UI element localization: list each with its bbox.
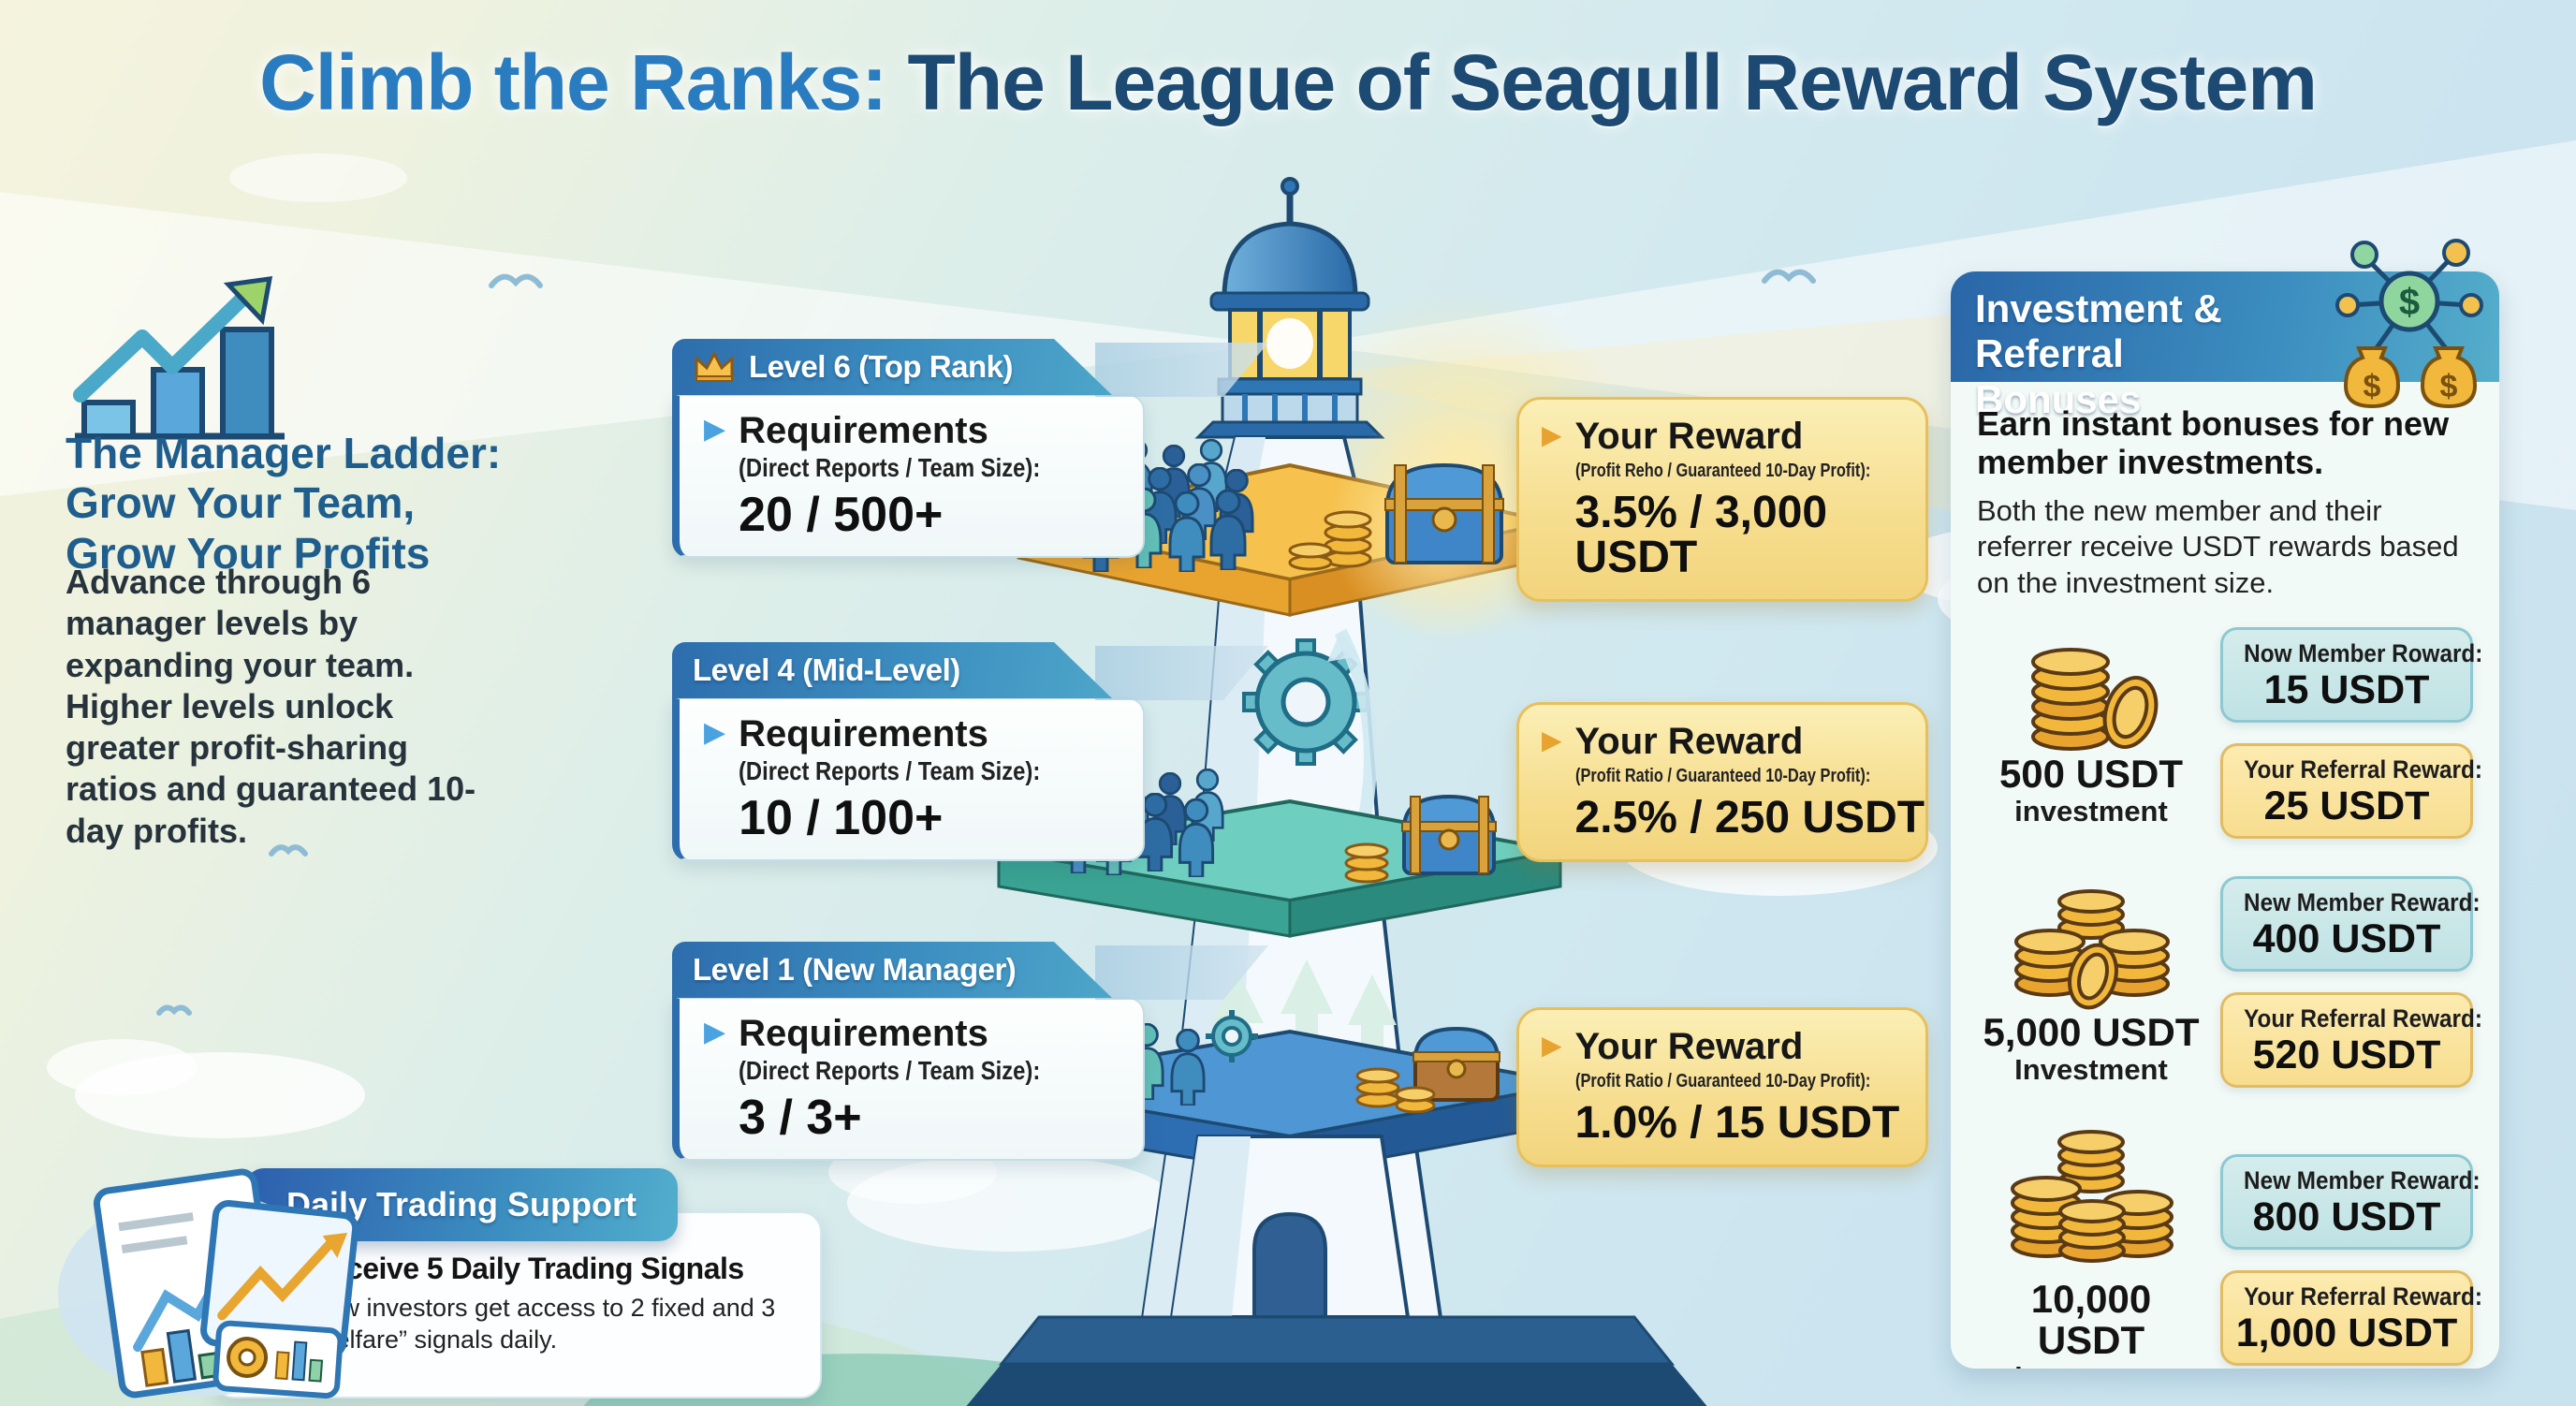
doc-chart-icon (58, 1168, 359, 1399)
requirements-value: 20 / 500+ (739, 488, 944, 543)
requirement-arrow-icon: ▶ (704, 717, 726, 748)
bonus-tier-10000: 10,000 USDT investment New Member Reward… (1977, 1127, 2482, 1369)
svg-text:$: $ (2364, 369, 2381, 404)
svg-text:$: $ (2399, 282, 2420, 323)
svg-text:$: $ (2440, 369, 2458, 404)
manager-ladder-body: Advance through 6 manager levels by expa… (66, 563, 476, 850)
chip-value: 400 USDT (2252, 916, 2441, 962)
level4-requirements: ▶ Requirements (Direct Reports / Team Si… (672, 697, 1145, 862)
requirements-label: Requirements (739, 713, 988, 754)
bonus-panel-title: Investment & Referral Bonuses (1975, 286, 2222, 421)
chip-label: Your Referral Reward: (2244, 1004, 2482, 1033)
chip-value: 1,000 USDT (2235, 1311, 2458, 1356)
bonus-intro-text: Both the new member and their referrer r… (1977, 493, 2459, 599)
reward-sub: (Profit Ratio / Guaranteed 10-Day Profit… (1574, 1071, 1870, 1091)
coin-stack-icon (1355, 1067, 1436, 1114)
coin-stack-icon (2011, 1130, 2174, 1264)
requirements-value: 3 / 3+ (739, 1091, 862, 1146)
title-highlight: Climb the Ranks: (259, 38, 887, 126)
reward-box-level1: ▶ Your Reward (Profit Ratio / Guaranteed… (1516, 1007, 1928, 1167)
tier-amount: 5,000 USDT (1983, 1009, 2200, 1054)
requirement-arrow-icon: ▶ (704, 1017, 726, 1047)
reward-value: 2.5% / 250 USDT (1574, 793, 1925, 842)
requirements-value: 10 / 100+ (739, 791, 944, 846)
chip-label: New Member Reward: (2244, 888, 2481, 917)
level4-title: Level 4 (Mid-Level) (693, 652, 960, 687)
level1-header: Level 1 (New Manager) (672, 942, 1112, 998)
gear-icon-small (1206, 1010, 1258, 1062)
bonus-tier-500: 500 USDT investment Now Member Roward: 1… (1977, 627, 2482, 840)
treasure-chest-icon (1384, 462, 1504, 564)
level6-title: Level 6 (Top Rank) (749, 349, 1013, 384)
tier-amount-sub: investment (1977, 1363, 2205, 1369)
coin-stack-icon (2014, 888, 2170, 1010)
requirements-sub: (Direct Reports / Team Size): (739, 756, 1041, 785)
treasure-chest-icon (1412, 1026, 1500, 1102)
new-member-reward-chip: Now Member Roward: 15 USDT (2220, 627, 2482, 724)
growth-chart-icon (73, 276, 285, 440)
tier-amount-sub: investment (2014, 794, 2168, 827)
bonus-panel-body: Earn instant bonuses for new member inve… (1951, 382, 2499, 1369)
new-member-reward-chip: New Member Reward: 400 USDT (2220, 876, 2481, 973)
requirements-label: Requirements (739, 410, 988, 451)
level4-header: Level 4 (Mid-Level) (672, 642, 1112, 698)
level-box-4: Level 4 (Mid-Level) ▶ Requirements (Dire… (672, 642, 1145, 862)
reward-box-level4: ▶ Your Reward (Profit Ratio / Guaranteed… (1516, 702, 1928, 862)
reward-title: Your Reward (1574, 1026, 1804, 1067)
tier-amount-sub: Investment (2014, 1052, 2168, 1086)
reward-sub: (Profit Reho / Guaranteed 10-Day Profit)… (1574, 461, 1870, 481)
tier-amount: 500 USDT (1998, 751, 2184, 796)
manager-ladder-heading: The Manager Ladder: Grow Your Team, Grow… (66, 429, 502, 578)
reward-sub: (Profit Ratio / Guaranteed 10-Day Profit… (1574, 766, 1870, 786)
crown-icon (693, 350, 736, 384)
chip-value: 520 USDT (2252, 1033, 2441, 1078)
requirements-sub: (Direct Reports / Team Size): (739, 453, 1041, 482)
chip-value: 15 USDT (2263, 667, 2430, 713)
light-beam-left (0, 192, 1273, 496)
daily-support-headline: Receive 5 Daily Trading Signals (309, 1252, 744, 1285)
requirements-label: Requirements (739, 1013, 988, 1054)
reward-arrow-icon: ▶ (1542, 725, 1562, 754)
coin-stack-icon (1344, 842, 1389, 884)
page-title: Climb the Ranks: The League of Seagull R… (0, 37, 2576, 128)
level-box-1: Level 1 (New Manager) ▶ Requirements (Di… (672, 942, 1145, 1162)
reward-title: Your Reward (1574, 416, 1804, 457)
coin-stack-icon (2031, 647, 2159, 751)
referral-reward-chip: Your Referral Reward: 25 USDT (2220, 743, 2482, 840)
chip-label: New Member Reward: (2244, 1166, 2481, 1195)
level1-title: Level 1 (New Manager) (693, 952, 1017, 987)
chip-label: Your Referral Reward: (2244, 755, 2482, 784)
referral-reward-chip: Your Referral Reward: 1,000 USDT (2220, 1270, 2482, 1367)
reward-value: 3.5% / 3,000 USDT (1574, 488, 1828, 582)
bonus-tier-5000: 5,000 USDT Investment New Member Reward:… (1977, 876, 2482, 1089)
bonus-intro-bold: Earn instant bonuses for new member inve… (1977, 404, 2450, 482)
requirements-sub: (Direct Reports / Team Size): (739, 1056, 1041, 1085)
money-network-icon: $ $ $ (2335, 239, 2483, 409)
treasure-chest-icon (1401, 794, 1497, 875)
daily-support-text: New investors get access to 2 fixed and … (309, 1294, 776, 1354)
title-rest: The League of Seagull Reward System (886, 38, 2318, 126)
lighthouse-lantern (1194, 177, 1385, 439)
chip-value: 25 USDT (2263, 784, 2430, 829)
chip-label: Your Referral Reward: (2244, 1282, 2482, 1311)
reward-box-level6: ▶ Your Reward (Profit Reho / Guaranteed … (1516, 397, 1928, 602)
level6-header: Level 6 (Top Rank) (672, 339, 1112, 395)
chip-value: 800 USDT (2252, 1194, 2441, 1240)
level1-requirements: ▶ Requirements (Direct Reports / Team Si… (672, 997, 1145, 1162)
chip-label: Now Member Roward: (2244, 639, 2483, 668)
lighthouse-door (1252, 1211, 1327, 1319)
requirement-arrow-icon: ▶ (704, 414, 726, 445)
reward-arrow-icon: ▶ (1542, 420, 1562, 449)
reward-value: 1.0% / 15 USDT (1574, 1098, 1900, 1148)
reward-arrow-icon: ▶ (1542, 1031, 1562, 1060)
coin-stack-icon (1288, 510, 1372, 571)
level6-requirements: ▶ Requirements (Direct Reports / Team Si… (672, 394, 1145, 559)
reward-title: Your Reward (1574, 721, 1804, 762)
bonus-panel: Investment & Referral Bonuses $ $ $ Ea (1951, 239, 2499, 1369)
tier-amount: 10,000 USDT (2030, 1277, 2152, 1363)
level-box-6: Level 6 (Top Rank) ▶ Requirements (Direc… (672, 339, 1145, 559)
new-member-reward-chip: New Member Reward: 800 USDT (2220, 1154, 2481, 1251)
referral-reward-chip: Your Referral Reward: 520 USDT (2220, 992, 2482, 1089)
